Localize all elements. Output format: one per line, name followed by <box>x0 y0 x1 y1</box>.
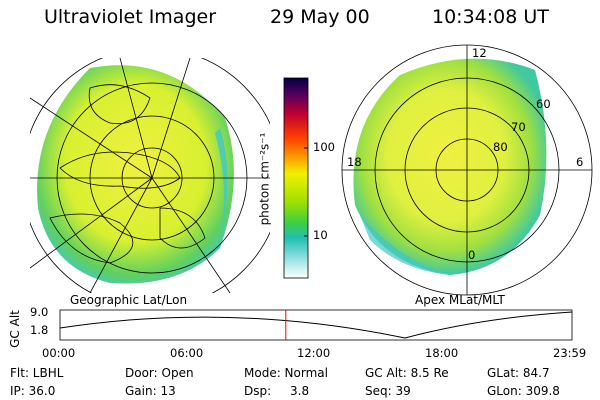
altitude-ylabel: GC Alt <box>7 310 22 348</box>
coastline <box>49 213 134 264</box>
mlt-label-12: 12 <box>472 46 487 60</box>
xtick-0600: 06:00 <box>170 346 204 360</box>
info-dsp: Dsp: <box>244 384 272 398</box>
colorbar <box>283 77 309 279</box>
altitude-timeline <box>59 309 573 341</box>
right-panel-caption: Apex MLat/MLT <box>415 293 505 307</box>
xtick-1800: 18:00 <box>425 346 459 360</box>
mlt-label-0: 0 <box>468 248 476 262</box>
info-gain: Gain: 13 <box>125 384 176 398</box>
auroral-emission-region <box>37 65 234 284</box>
info-ip: IP: 36.0 <box>10 384 56 398</box>
instrument-title: Ultraviolet Imager <box>44 6 217 28</box>
xtick-0000: 00:00 <box>42 346 76 360</box>
altitude-curve <box>59 311 573 339</box>
altitude-ytick-high: 9.0 <box>30 305 49 319</box>
info-dsp-value: 3.8 <box>290 384 310 398</box>
mlat-label-80: 80 <box>493 140 508 154</box>
xtick-2359: 23:59 <box>553 346 587 360</box>
info-glat: GLat: 84.7 <box>487 366 550 380</box>
mlat-label-70: 70 <box>511 120 526 134</box>
info-gc-alt: GC Alt: 8.5 Re <box>365 366 449 380</box>
info-door: Door: Open <box>125 366 194 380</box>
info-glon: GLon: 309.8 <box>487 384 560 398</box>
auroral-oval-region <box>353 58 547 275</box>
info-mode: Mode: Normal <box>244 366 328 380</box>
geographic-auroral-image <box>30 58 270 293</box>
colorbar-unit-label: photon cm⁻²s⁻¹ <box>257 132 272 226</box>
mlt-label-18: 18 <box>347 155 362 169</box>
coastline <box>159 207 206 249</box>
apex-polar-plot <box>341 44 593 296</box>
info-filter: Flt: LBHL <box>10 366 64 380</box>
time-label: 10:34:08 UT <box>432 6 549 28</box>
colorbar-tick-10: 10 <box>313 228 328 242</box>
colorbar-tick-100: 100 <box>313 140 335 154</box>
mlat-label-60: 60 <box>536 97 551 111</box>
date-label: 29 May 00 <box>270 6 370 28</box>
xtick-1200: 12:00 <box>297 346 331 360</box>
altitude-ytick-low: 1.8 <box>30 323 49 337</box>
longitude-lines <box>30 58 270 293</box>
left-panel-caption: Geographic Lat/Lon <box>70 293 188 307</box>
mlt-label-6: 6 <box>576 155 584 169</box>
info-seq: Seq: 39 <box>365 384 411 398</box>
